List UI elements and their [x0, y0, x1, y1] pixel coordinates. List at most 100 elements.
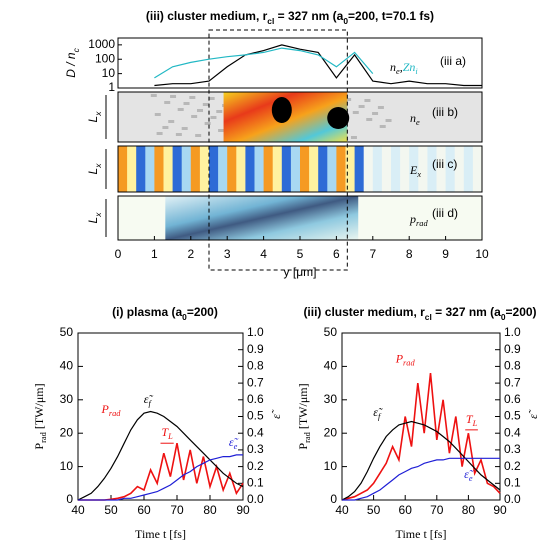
- heatmap-ex: [345, 146, 356, 192]
- annotation-part: T: [161, 425, 169, 439]
- y2-tick-label: 0.4: [247, 425, 264, 439]
- heatmap-speckle: [218, 129, 225, 132]
- y2-tick-label: 0.1: [504, 475, 521, 489]
- heatmap-ex: [172, 146, 183, 192]
- heatmap-speckle: [358, 105, 365, 108]
- x-tick-label: 1: [151, 247, 158, 261]
- legend-label: Zn: [403, 60, 416, 74]
- heatmap-speckle: [162, 126, 169, 129]
- heatmap-speckle: [377, 106, 384, 109]
- series-label-part: rad: [403, 359, 415, 368]
- heatmap-speckle: [154, 113, 161, 116]
- x-tick-label: 3: [224, 247, 231, 261]
- y-tick-label: 1: [108, 80, 115, 94]
- y-axis-label-part: [TW/μm]: [32, 383, 46, 432]
- y2-axis-label: ε̃: [269, 409, 283, 419]
- heatmap-ex: [454, 146, 465, 192]
- heatmap-ex: [318, 146, 328, 192]
- panel-ylabel: Lx: [86, 111, 103, 123]
- heatmap-ex: [254, 146, 265, 192]
- y-axis-label-part: rad: [39, 431, 48, 443]
- heatmap-ex: [472, 146, 483, 192]
- y2-tick-label: 0.1: [247, 475, 264, 489]
- y-axis-label-part: rad: [303, 431, 312, 443]
- series-label: ε̃f: [373, 405, 383, 422]
- y-tick-label: 30: [324, 392, 338, 406]
- y-tick-label: 10: [324, 459, 338, 473]
- series-label: ε̃e: [464, 467, 474, 484]
- y2-tick-label: 0.3: [504, 442, 521, 456]
- heatmap-ex: [436, 146, 447, 192]
- chart-title: (iii) cluster medium, rcl = 327 nm (a0=2…: [303, 305, 536, 322]
- chart-title-part: =200, t=70.1 fs): [348, 9, 434, 23]
- y2-tick-label: 0.2: [504, 459, 521, 473]
- heatmap-speckle: [372, 112, 379, 115]
- panel-tag: (iii a): [440, 54, 466, 68]
- y2-tick-label: 1.0: [247, 325, 264, 339]
- series-label: Prad: [101, 402, 122, 419]
- y2-tick-label: 0.4: [504, 425, 521, 439]
- heatmap-ex: [209, 146, 219, 192]
- x-tick-label: 50: [367, 503, 381, 517]
- series-label-part: P: [101, 402, 110, 416]
- chart-title: (i) plasma (a0=200): [112, 305, 218, 322]
- y2-tick-label: 0.2: [247, 459, 264, 473]
- x-tick-label: 9: [442, 247, 449, 261]
- series-label-part: rad: [109, 409, 121, 418]
- series-label-part: P: [395, 351, 404, 365]
- heatmap-ex: [181, 146, 192, 192]
- heatmap-ex: [381, 146, 392, 192]
- x-tick-label: 60: [399, 503, 413, 517]
- heatmap-ex: [263, 146, 274, 192]
- series-line: [341, 373, 501, 501]
- heatmap-speckle: [191, 115, 198, 118]
- panel-label-part: x: [416, 170, 421, 179]
- x-tick-label: 2: [187, 247, 194, 261]
- x-tick-label: 4: [260, 247, 267, 261]
- y2-tick-label: 0.7: [504, 375, 521, 389]
- x-tick-label: 6: [333, 247, 340, 261]
- y-axis-label-part: c: [71, 47, 81, 52]
- heatmap-speckle: [196, 109, 203, 112]
- chart-title: (iii) cluster medium, rcl = 327 nm (a0=2…: [146, 9, 434, 26]
- y2-tick-label: 0.5: [504, 409, 521, 423]
- panel-ylabel: Lx: [86, 163, 103, 175]
- panel-label-part: rad: [416, 219, 428, 228]
- panel-ylabel-part: x: [93, 212, 103, 218]
- series-label: ε̃f: [144, 392, 154, 409]
- heatmap-speckle: [366, 118, 373, 121]
- series-label-part: f: [378, 413, 382, 422]
- heatmap-ex: [245, 146, 255, 192]
- heatmap-speckle: [181, 127, 188, 130]
- panel-label-part: e: [416, 118, 420, 127]
- annotation-part: T: [466, 412, 474, 426]
- series-label-part: e: [469, 474, 473, 483]
- y-tick-label: 40: [60, 359, 74, 373]
- panel-tag: (iii d): [432, 206, 458, 220]
- heatmap-ex: [281, 146, 292, 192]
- panel-tag: (iii b): [432, 105, 458, 119]
- y2-tick-label: 0.0: [247, 492, 264, 506]
- heatmap-ex: [327, 146, 337, 192]
- chart-title-part: =200): [187, 305, 218, 319]
- heatmap-ex: [136, 146, 146, 192]
- panel-label: prad: [409, 212, 428, 229]
- x-tick-label: 60: [137, 503, 151, 517]
- panel-label-part: E: [409, 163, 418, 177]
- panel-frame: [117, 37, 483, 89]
- chart-title-part: = 327 nm (a: [432, 305, 501, 319]
- x-tick-label: 8: [406, 247, 413, 261]
- heatmap-ex: [391, 146, 401, 192]
- series-label: Prad: [395, 351, 416, 368]
- heatmap-ex: [445, 146, 456, 192]
- panel-frame: [117, 91, 483, 143]
- series-line: [154, 44, 482, 87]
- heatmap-speckle: [204, 122, 211, 125]
- y2-tick-label: 0.6: [247, 392, 264, 406]
- heatmap-ex: [227, 146, 237, 192]
- heatmap-speckle: [189, 96, 196, 99]
- x-tick-label: 90: [236, 503, 250, 517]
- legend-label: n: [390, 60, 396, 74]
- panel-label: Ex: [409, 163, 421, 180]
